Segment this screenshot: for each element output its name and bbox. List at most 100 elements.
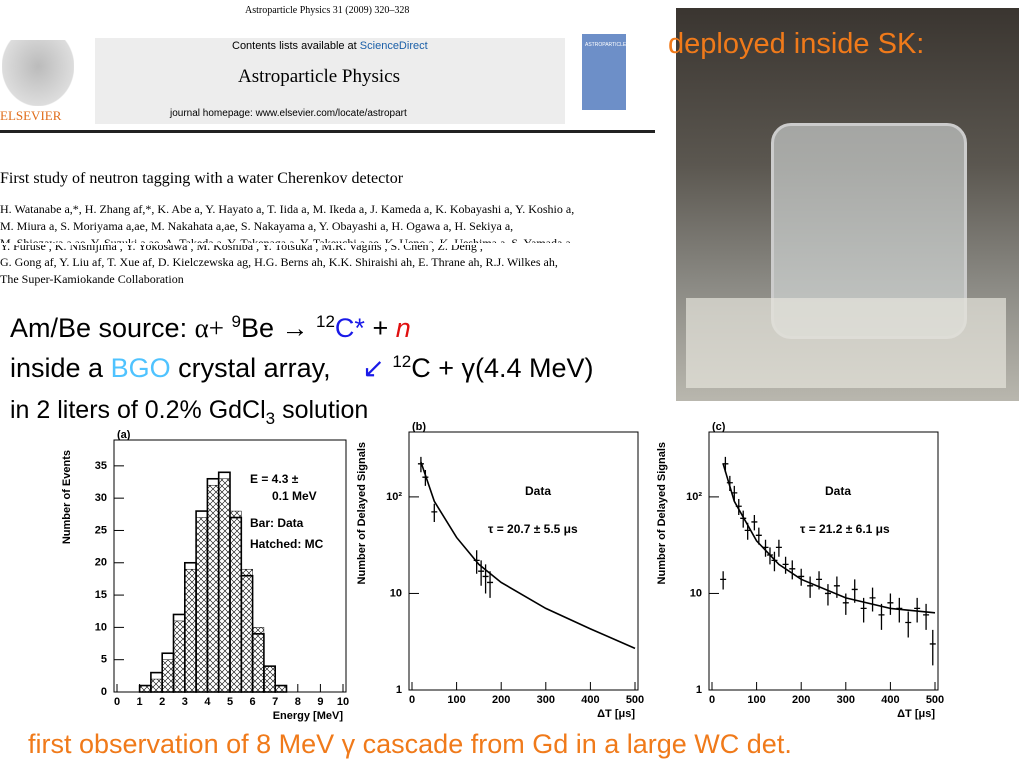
y-tick-label: 35: [95, 460, 107, 472]
annotation: τ = 20.7 ± 5.5 μs: [488, 522, 578, 536]
annotation: Hatched: MC: [250, 537, 324, 551]
error-bar: [851, 579, 858, 603]
t: 9: [231, 312, 241, 331]
t: 12: [392, 352, 412, 371]
tray: [686, 298, 1006, 388]
t: C*: [334, 313, 365, 343]
mc-bar: [274, 685, 287, 693]
x-tick-label: 100: [447, 694, 465, 706]
mc-bar: [229, 510, 242, 693]
error-bar: [789, 560, 796, 580]
error-bar: [751, 514, 758, 531]
gd-line: in 2 liters of 0.2% GdCl3 solution: [10, 396, 368, 429]
mc-bar: [241, 568, 253, 693]
x-axis-label: ΔT [μs]: [597, 708, 635, 720]
x-tick-label: 400: [881, 694, 899, 706]
journal-title: Astroparticle Physics: [238, 66, 401, 87]
t: solution: [282, 396, 369, 424]
mc-bar: [195, 517, 208, 693]
error-bar: [726, 475, 733, 492]
y-tick-label: 1: [696, 684, 702, 696]
error-bar: [896, 597, 903, 623]
x-tick-label: 9: [317, 696, 323, 708]
annotation: Data: [525, 484, 551, 498]
x-tick-label: 500: [926, 694, 944, 706]
error-bar: [869, 587, 876, 612]
t: in 2 liters of 0.2% GdCl: [10, 396, 266, 424]
x-tick-label: 5: [227, 696, 233, 708]
y-tick-label: 10: [690, 587, 702, 599]
x-tick-label: 0: [409, 694, 415, 706]
annotation: E = 4.3 ±: [250, 472, 299, 486]
x-tick-label: 4: [204, 696, 211, 708]
cover-text: ASTROPARTICLE PHYSICS: [585, 42, 650, 48]
mc-bar: [173, 620, 186, 693]
data-bar: [138, 684, 152, 693]
error-bar: [775, 539, 782, 557]
error-bar: [482, 564, 489, 594]
y-tick-label: 10²: [686, 491, 702, 503]
error-bar: [887, 593, 894, 615]
tree-logo: [2, 40, 74, 106]
t: BGO: [110, 353, 171, 383]
data-bar: [184, 561, 197, 693]
fit-curve: [420, 461, 636, 650]
t: α+: [194, 313, 224, 343]
data-bar: [217, 471, 231, 693]
y-axis-label: Number of Delayed Signals: [356, 442, 368, 584]
contents-text: Contents lists available at: [232, 40, 357, 52]
author-line: Y. Furuse , K. Nishijima , Y. Yokosawa ,…: [0, 245, 483, 253]
plot-frame: [408, 431, 639, 691]
paper-title: First study of neutron tagging with a wa…: [0, 170, 404, 187]
x-tick-label: 200: [792, 694, 810, 706]
error-bar: [735, 499, 742, 515]
error-bar: [740, 510, 747, 528]
t: Am/Be source:: [10, 313, 188, 343]
photo-caption: deployed inside SK:: [668, 28, 925, 60]
error-bar: [842, 593, 849, 615]
panel-label: (a): [117, 429, 131, 441]
t: 12: [316, 312, 335, 331]
x-tick-label: 200: [492, 694, 510, 706]
data-bar: [229, 516, 243, 693]
x-tick-label: 6: [250, 696, 256, 708]
panel-label: (b): [412, 421, 426, 433]
x-tick-label: 0: [709, 694, 715, 706]
error-bar: [417, 456, 424, 473]
y-tick-label: 10: [390, 587, 402, 599]
mc-bar: [207, 484, 219, 693]
error-bar: [905, 611, 912, 638]
error-bar: [878, 603, 885, 630]
author-line: The Super-Kamiokande Collaboration: [0, 272, 184, 286]
error-bar: [431, 503, 438, 522]
error-bar: [755, 527, 762, 545]
sciencedirect: ScienceDirect: [359, 40, 428, 52]
x-tick-label: 10: [337, 696, 349, 708]
y-tick-label: 10²: [386, 491, 402, 503]
mc-bar: [161, 659, 174, 693]
error-bar: [914, 597, 921, 623]
error-bar: [798, 568, 805, 586]
y-tick-label: 0: [101, 686, 107, 698]
bgo-line: inside a BGO crystal array, ↙ 12C + γ(4.…: [10, 352, 594, 384]
mc-bar: [150, 678, 163, 693]
t: +: [372, 313, 389, 343]
author-line: M. Miura a, S. Moriyama a,ae, M. Nakahat…: [0, 219, 514, 233]
t: inside a: [10, 353, 104, 383]
data-bar: [161, 652, 175, 693]
y-tick-label: 25: [95, 524, 107, 536]
error-bar: [771, 551, 778, 572]
x-tick-label: 300: [837, 694, 855, 706]
annotation: Data: [825, 484, 851, 498]
annotation: 0.1 MeV: [272, 489, 317, 503]
t: n: [395, 313, 411, 343]
y-tick-label: 1: [396, 684, 402, 696]
error-bar: [923, 603, 930, 630]
contents: Contents lists available at ScienceDirec…: [232, 40, 428, 52]
publisher: ELSEVIER: [0, 108, 62, 123]
x-tick-label: 100: [747, 694, 765, 706]
rule: [0, 130, 655, 133]
x-tick-label: 300: [537, 694, 555, 706]
y-tick-label: 30: [95, 492, 107, 504]
x-tick-label: 400: [581, 694, 599, 706]
